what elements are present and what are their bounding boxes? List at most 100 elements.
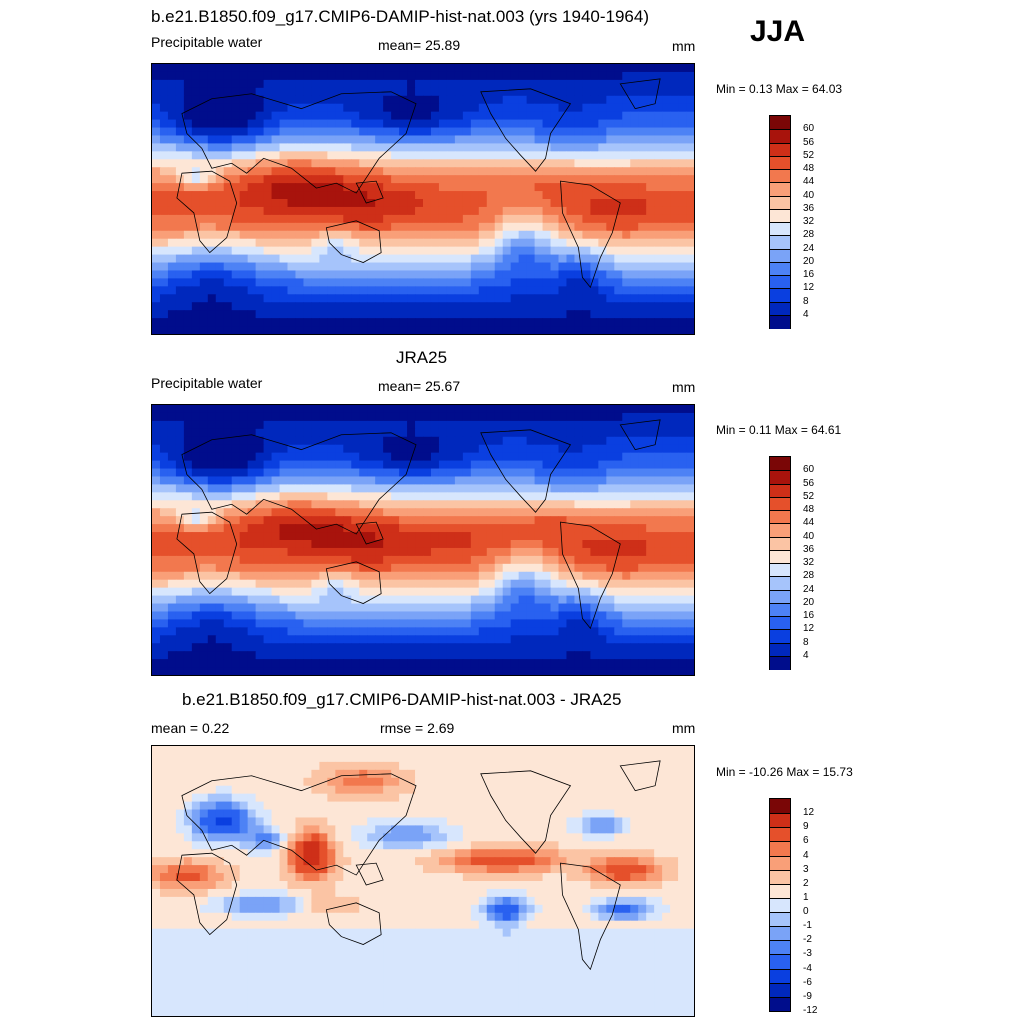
map-cell	[622, 103, 631, 113]
map-cell	[167, 643, 177, 652]
map-cell	[343, 318, 352, 327]
map-cell	[183, 238, 193, 248]
map-cell	[662, 103, 671, 113]
map-cell	[335, 436, 344, 446]
map-cell	[598, 492, 607, 501]
map-cell	[247, 405, 257, 414]
map-cell	[598, 532, 607, 541]
map-cell	[391, 278, 400, 287]
map-cell	[359, 524, 368, 533]
map-cell	[303, 254, 312, 264]
map-cell	[167, 555, 177, 565]
map-cell	[662, 326, 671, 334]
map-cell	[638, 302, 647, 311]
map-cell	[359, 278, 368, 287]
map-cell	[311, 500, 320, 509]
map-cell	[175, 199, 185, 208]
map-cell	[415, 484, 424, 493]
map-cell	[335, 659, 344, 668]
map-cell	[223, 199, 233, 208]
map-cell	[367, 79, 376, 89]
map-cell	[175, 492, 185, 501]
map-cell	[638, 516, 647, 525]
map-cell	[622, 540, 631, 549]
map-cell	[311, 310, 320, 319]
map-cell	[231, 254, 241, 264]
map-cell	[542, 294, 552, 303]
map-cell	[231, 619, 241, 628]
map-cell	[271, 111, 281, 121]
map-cell	[295, 119, 304, 129]
map-cell	[462, 619, 472, 628]
map-cell	[654, 555, 663, 565]
map-cell	[598, 579, 607, 589]
map-cell	[502, 619, 512, 628]
colorbar-tick-label: 4	[803, 308, 809, 320]
map-cell	[255, 286, 265, 295]
map-cell	[550, 595, 559, 605]
map-cell	[598, 238, 607, 248]
map-cell	[478, 222, 488, 232]
map-cell	[327, 167, 336, 176]
map-cell	[391, 103, 400, 113]
map-cell	[303, 761, 312, 771]
map-cell	[423, 761, 432, 771]
map-cell	[470, 206, 480, 216]
map-cell	[231, 563, 241, 573]
map-cell	[638, 405, 647, 414]
map-cell	[399, 468, 408, 477]
map-cell	[534, 500, 544, 509]
map-cell	[327, 619, 336, 628]
map-cell	[542, 79, 552, 89]
map-field	[152, 64, 694, 334]
map-cell	[662, 135, 671, 144]
map-cell	[614, 436, 623, 446]
map-cell	[526, 563, 536, 573]
map-cell	[351, 412, 360, 422]
map-cell	[534, 302, 544, 311]
map-cell	[263, 516, 273, 525]
map-cell	[662, 635, 671, 644]
map-cell	[470, 587, 480, 597]
map-cell	[510, 167, 520, 176]
map-cell	[478, 167, 488, 176]
map-cell	[518, 135, 528, 144]
map-cell	[167, 563, 177, 573]
map-cell	[486, 246, 496, 256]
map-cell	[335, 270, 344, 279]
map-cell	[423, 167, 432, 176]
map-cell	[494, 103, 504, 113]
map-cell	[239, 95, 249, 105]
map-cell	[327, 460, 336, 470]
map-cell	[454, 222, 464, 232]
map-cell	[614, 595, 623, 605]
map-cell	[423, 492, 432, 501]
map-cell	[279, 603, 288, 612]
map-cell	[486, 516, 496, 525]
map-cell	[407, 753, 416, 763]
map-cell	[207, 222, 217, 232]
map-cell	[399, 111, 408, 121]
map-cell	[678, 79, 687, 89]
map-cell	[271, 119, 281, 129]
map-cell	[335, 643, 344, 652]
map-cell	[446, 167, 456, 176]
map-cell	[399, 540, 408, 549]
map-cell	[319, 500, 328, 509]
map-cell	[215, 238, 225, 248]
map-cell	[351, 103, 360, 113]
map-cell	[199, 111, 209, 121]
map-cell	[470, 516, 480, 525]
map-cell	[359, 627, 368, 636]
map-cell	[159, 468, 169, 477]
map-cell	[199, 761, 209, 771]
map-cell	[423, 143, 432, 152]
map-cell	[438, 214, 448, 224]
map-cell	[407, 563, 416, 573]
map-cell	[303, 119, 312, 129]
map-cell	[231, 643, 241, 652]
map-cell	[207, 151, 217, 160]
map-cell	[478, 191, 488, 200]
map-cell	[152, 761, 161, 771]
map-cell	[183, 603, 193, 612]
